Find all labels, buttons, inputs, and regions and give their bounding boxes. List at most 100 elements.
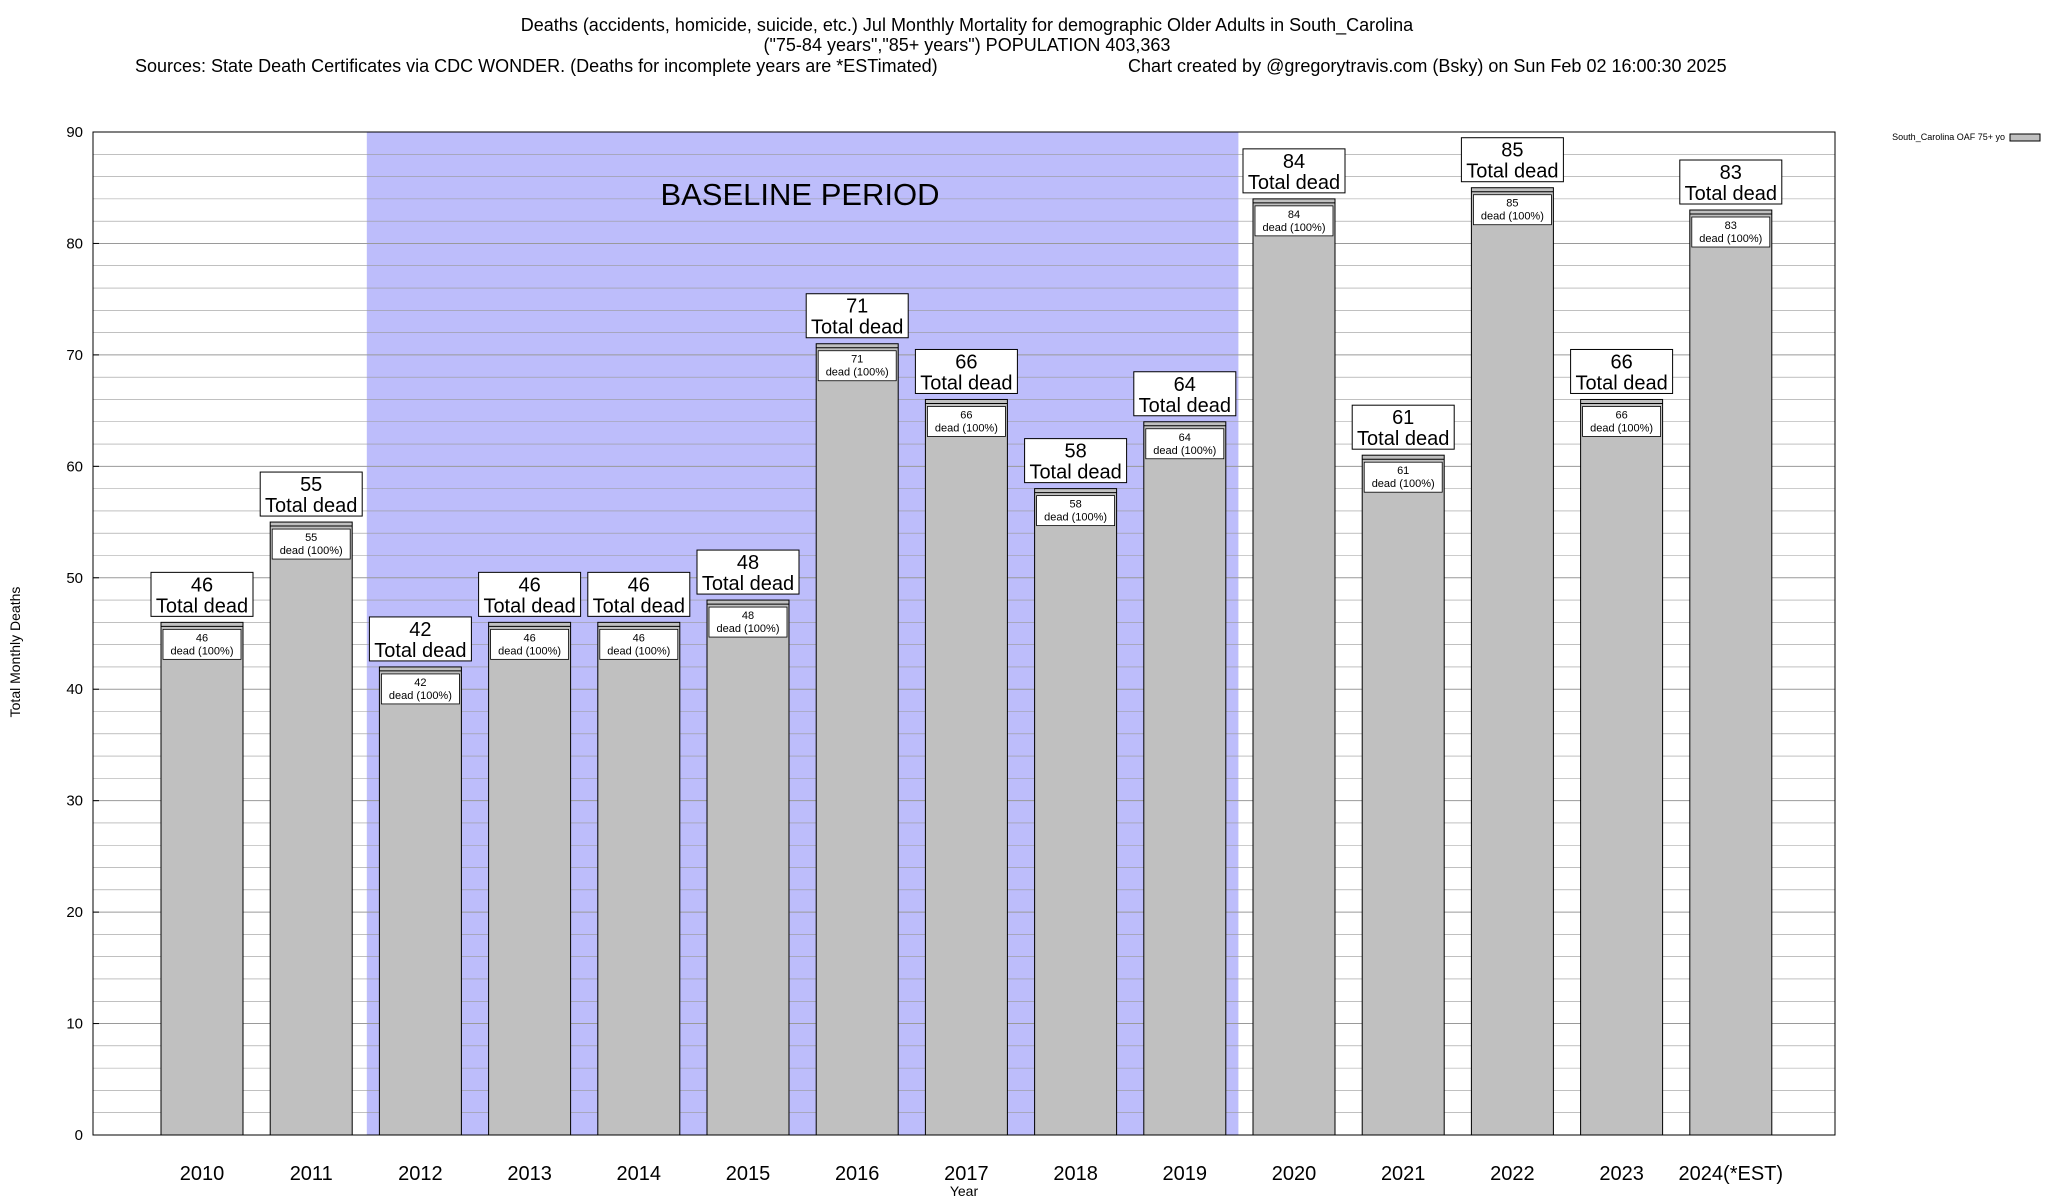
- x-tick-label: 2018: [1053, 1163, 1098, 1185]
- bar-total-label-box: [1570, 348, 1674, 394]
- y-tick-label: 0: [75, 1127, 83, 1144]
- y-tick-label: 10: [66, 1016, 83, 1033]
- x-tick-label: 2024(*EST): [1679, 1163, 1784, 1185]
- bar-inner-percent: dead (100%): [280, 545, 343, 557]
- bar-total-label-box: [1351, 404, 1455, 450]
- bar-inner-percent: dead (100%): [717, 623, 780, 635]
- bar-inner-label-box: [708, 606, 788, 638]
- x-tick-label: 2015: [726, 1163, 771, 1185]
- bar-total-label-box: [914, 348, 1018, 394]
- bar-inner-value: 55: [305, 532, 317, 544]
- bar-inner-label-box: [380, 673, 460, 705]
- bar-inner-value: 46: [633, 632, 645, 644]
- bar-inner-label-box: [1254, 205, 1334, 237]
- bar-inner-label-box: [927, 406, 1006, 437]
- bar-inner-value: 71: [851, 354, 863, 366]
- bar-total-label-box: [805, 293, 909, 339]
- bar-total-text: Total dead: [483, 595, 575, 617]
- bar-total-value: 55: [300, 474, 322, 496]
- baseline-period-label: BASELINE PERIOD: [660, 177, 939, 212]
- bar-total-label-box: [150, 571, 254, 617]
- bar-inner-label-box: [599, 628, 679, 660]
- chart-sources-text: Sources: State Death Certificates via CD…: [135, 56, 938, 76]
- bar-total-value: 42: [409, 619, 431, 641]
- x-tick-label: 2022: [1490, 1163, 1535, 1185]
- bar-inner-percent: dead (100%): [607, 645, 670, 657]
- bar-total-value: 84: [1283, 151, 1305, 173]
- bar-total-label-box: [1679, 159, 1783, 205]
- x-tick-label: 2012: [398, 1163, 443, 1185]
- bar: [378, 666, 462, 1136]
- plot-frame: [92, 131, 1836, 1136]
- bar-inner-label-box: [1036, 495, 1115, 527]
- bar-inner-percent: dead (100%): [1153, 445, 1216, 457]
- bar: [269, 521, 353, 1136]
- bar-total-text: Total dead: [1357, 428, 1449, 450]
- bar-inner-percent: dead (100%): [389, 690, 452, 702]
- bar-inner-percent: dead (100%): [1590, 422, 1653, 434]
- x-tick-label: 2013: [507, 1163, 552, 1185]
- y-tick-label: 50: [66, 570, 83, 587]
- bar-inner-label-box: [271, 528, 351, 560]
- bar-total-label-box: [1133, 371, 1237, 417]
- y-tick-label: 80: [66, 235, 83, 252]
- x-axis-label: Year: [950, 1183, 979, 1199]
- bar: [1252, 198, 1336, 1136]
- bar-inner-value: 58: [1069, 499, 1081, 511]
- bar-total-label-box: [368, 616, 472, 662]
- bar: [924, 398, 1008, 1136]
- x-tick-label: 2021: [1381, 1163, 1426, 1185]
- bar-inner-percent: dead (100%): [826, 367, 889, 379]
- bar: [815, 343, 899, 1136]
- bar-total-value: 85: [1501, 140, 1523, 162]
- bar-total-value: 46: [628, 574, 650, 596]
- bar-total-label-box: [696, 549, 800, 595]
- bar-inner-percent: dead (100%): [1263, 222, 1326, 234]
- bar-inner-percent: dead (100%): [935, 422, 998, 434]
- bar-inner-label-box: [490, 628, 570, 660]
- bar-total-value: 66: [955, 351, 977, 373]
- bar-inner-percent: dead (100%): [1481, 211, 1544, 223]
- bar-inner-percent: dead (100%): [1044, 512, 1107, 524]
- bar-total-text: Total dead: [1575, 372, 1667, 394]
- bar-inner-percent: dead (100%): [498, 645, 561, 657]
- bar-inner-value: 66: [1615, 409, 1627, 421]
- x-tick-label: 2019: [1163, 1163, 1208, 1185]
- legend-series-swatch: [2009, 133, 2041, 142]
- bar-total-text: Total dead: [920, 372, 1012, 394]
- bar: [1689, 209, 1773, 1136]
- y-axis-label: Total Monthly Deaths: [7, 587, 23, 718]
- chart-title-line-1: Deaths (accidents, homicide, suicide, et…: [521, 15, 1414, 36]
- bar-total-text: Total dead: [156, 595, 248, 617]
- bar-inner-value: 42: [414, 677, 426, 689]
- x-tick-label: 2016: [835, 1163, 880, 1185]
- bar-total-value: 66: [1610, 351, 1632, 373]
- bar-total-value: 48: [737, 552, 759, 574]
- y-tick-label: 30: [66, 793, 83, 810]
- bar-inner-value: 84: [1288, 209, 1300, 221]
- bar-total-value: 61: [1392, 407, 1414, 429]
- bar-total-value: 58: [1064, 441, 1086, 463]
- y-tick-label: 70: [66, 347, 83, 364]
- bar-total-text: Total dead: [1029, 462, 1121, 484]
- x-tick-label: 2017: [944, 1163, 989, 1185]
- bar-total-label-box: [478, 571, 582, 617]
- y-tick-label: 60: [66, 458, 83, 475]
- x-tick-label: 2014: [617, 1163, 662, 1185]
- bar-total-text: Total dead: [1685, 183, 1777, 205]
- bar-total-label-box: [587, 571, 691, 617]
- bar-total-label-box: [1242, 148, 1346, 194]
- bar-total-value: 46: [191, 574, 213, 596]
- bar-inner-label-box: [1582, 406, 1661, 437]
- chart-credit-text: Chart created by @gregorytravis.com (Bsk…: [1128, 56, 1727, 76]
